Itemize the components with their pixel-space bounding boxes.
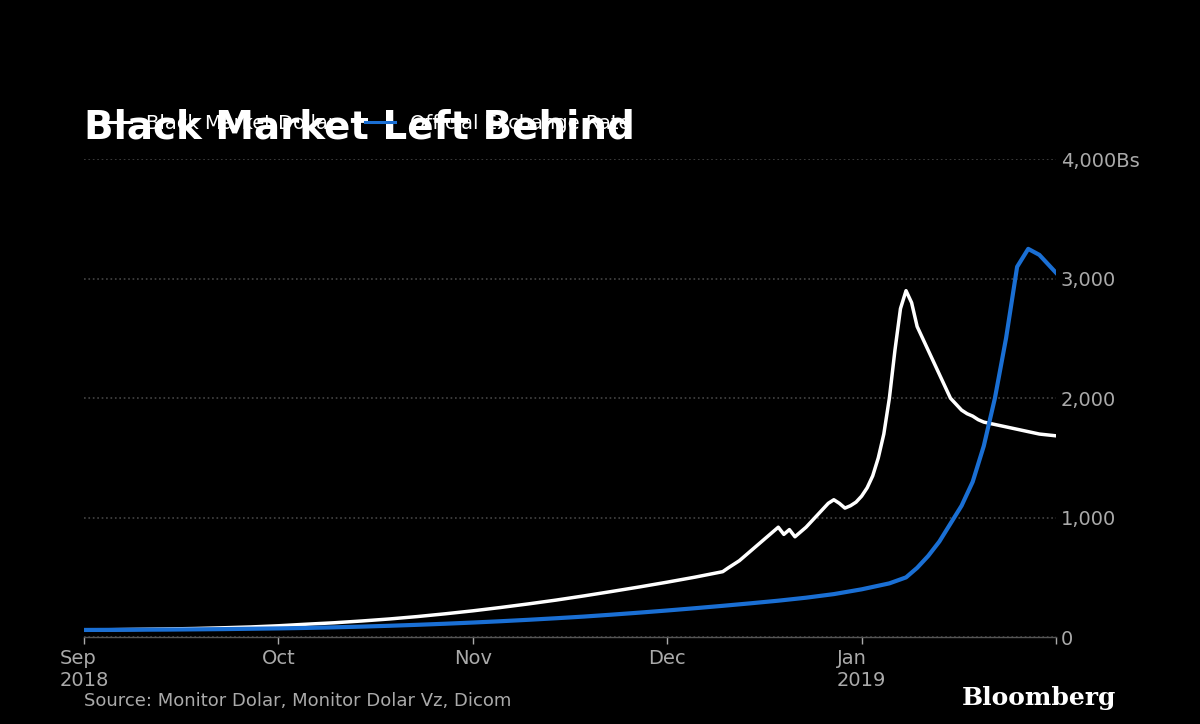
- Text: Black Market Left Behind: Black Market Left Behind: [84, 109, 635, 146]
- Legend: Black Market Dollar, Official Exchange Rate: Black Market Dollar, Official Exchange R…: [94, 106, 638, 140]
- Text: Source: Monitor Dolar, Monitor Dolar Vz, Dicom: Source: Monitor Dolar, Monitor Dolar Vz,…: [84, 691, 511, 710]
- Text: Bloomberg: Bloomberg: [961, 686, 1116, 710]
